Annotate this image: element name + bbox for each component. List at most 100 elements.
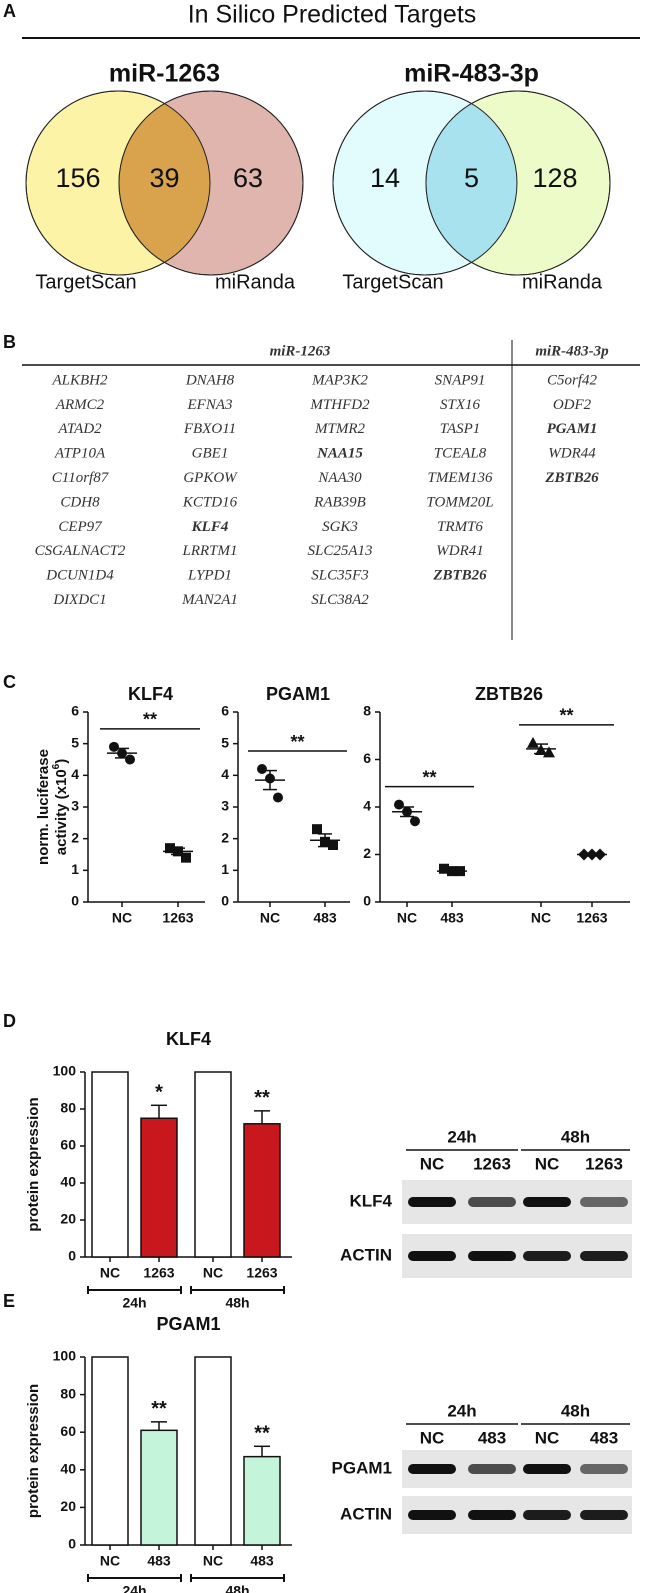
y-tick-label: 3 [221,798,229,814]
gene: EFNA3 [187,397,233,413]
timepoint-label: 48h [561,1401,590,1420]
x-tick-label: 483 [147,1553,171,1569]
x-tick-label: 1263 [246,1265,277,1281]
lane-label: NC [535,1428,560,1447]
gene: TMEM136 [428,470,493,486]
data-point [439,863,449,874]
gene: SGK3 [322,519,358,535]
venn-count: 5 [464,163,479,193]
gene: NAA15 [316,446,363,462]
y-tick-label: 40 [60,1461,76,1477]
bar [91,1071,129,1258]
blot-band [580,1251,628,1261]
y-tick-label: 0 [363,893,371,909]
error-bar [151,1104,167,1119]
gene: C5orf42 [547,372,598,388]
data-point [181,852,191,863]
y-tick-label: 20 [60,1498,76,1514]
y-axis-label: protein expression [25,1097,42,1231]
significance-label: ** [422,767,436,787]
venn-outline [25,90,211,276]
gene: ARMC2 [55,397,105,413]
blot-row-label: ACTIN [340,1245,392,1264]
gene: ODF2 [553,397,592,413]
sem-bar [171,847,185,856]
significance-label: ** [254,1087,270,1109]
panel-letter: C [3,672,16,692]
y-tick-label: 2 [363,845,371,861]
y-axis-label: activity (x106) [51,759,70,855]
gene: CSGALNACT2 [35,543,126,559]
gene: GBE1 [192,446,229,462]
blot-band [580,1510,628,1520]
y-tick-label: 100 [53,1063,77,1079]
data-point [109,741,119,752]
y-axis-label-part: ) [53,759,70,764]
gene: SLC25A13 [307,543,372,559]
data-point [328,840,338,850]
blot-band [408,1464,456,1474]
table-header: miR-1263 [270,343,331,359]
chart-title: KLF4 [166,1029,211,1049]
y-tick-label: 60 [60,1423,76,1439]
gene: WDR44 [548,446,596,462]
bar [243,1123,281,1258]
venn-count: 39 [149,163,179,193]
y-tick-label: 0 [68,1248,76,1264]
x-tick-label: NC [531,910,551,926]
y-tick-label: 1 [221,861,229,877]
lane-label: 1263 [585,1154,623,1173]
data-point [257,764,267,774]
x-tick-label: 483 [250,1553,274,1569]
y-tick-label: 4 [71,766,79,782]
gene: DIXDC1 [52,592,106,608]
bar [140,1117,178,1258]
data-point [165,843,175,854]
blot-band [523,1510,571,1520]
significance-label: ** [559,706,573,726]
blot-band [523,1251,571,1261]
timepoint-label: 48h [561,1127,590,1146]
panel-letter: B [3,332,16,352]
y-tick-label: 20 [60,1211,76,1227]
venn-label: TargetScan [35,271,136,293]
x-tick-label: NC [112,910,132,926]
blot-band [468,1197,516,1207]
lane-label: NC [420,1154,445,1173]
sem-bar [585,853,599,856]
sem-bar [445,869,459,874]
venn-overlap [119,91,210,275]
y-tick-label: 0 [221,893,229,909]
data-point [410,816,420,827]
chart-title: KLF4 [128,684,173,704]
sem-bar [534,743,548,755]
y-tick-label: 100 [53,1348,77,1364]
gene: MTMR2 [314,421,365,437]
gene: WDR41 [436,543,484,559]
venn-outline [425,90,611,276]
gene: SNAP91 [435,372,486,388]
gene: ATP10A [54,446,106,462]
gene: CDH8 [60,494,100,510]
y-tick-label: 80 [60,1100,76,1116]
blot-band [408,1251,456,1261]
x-tick-label: NC [203,1265,223,1281]
significance-label: ** [151,1398,167,1420]
panel-letter: A [3,1,16,21]
y-tick-label: 3 [71,798,79,814]
y-tick-label: 6 [363,750,371,766]
gene: PGAM1 [547,421,598,437]
gene: C11orf87 [52,470,110,486]
gene: MAN2A1 [181,592,238,608]
sem-bar [263,769,277,791]
gene: CEP97 [58,519,103,535]
gene: LRRTM1 [181,543,237,559]
chart-title: PGAM1 [156,1314,220,1334]
y-axis-label-part: activity (x10 [53,769,70,855]
lane-label: 1263 [473,1154,511,1173]
y-tick-label: 5 [221,734,229,750]
gene: NAA30 [317,470,362,486]
lane-label: NC [535,1154,560,1173]
y-axis-label-sup: 6 [51,763,62,769]
